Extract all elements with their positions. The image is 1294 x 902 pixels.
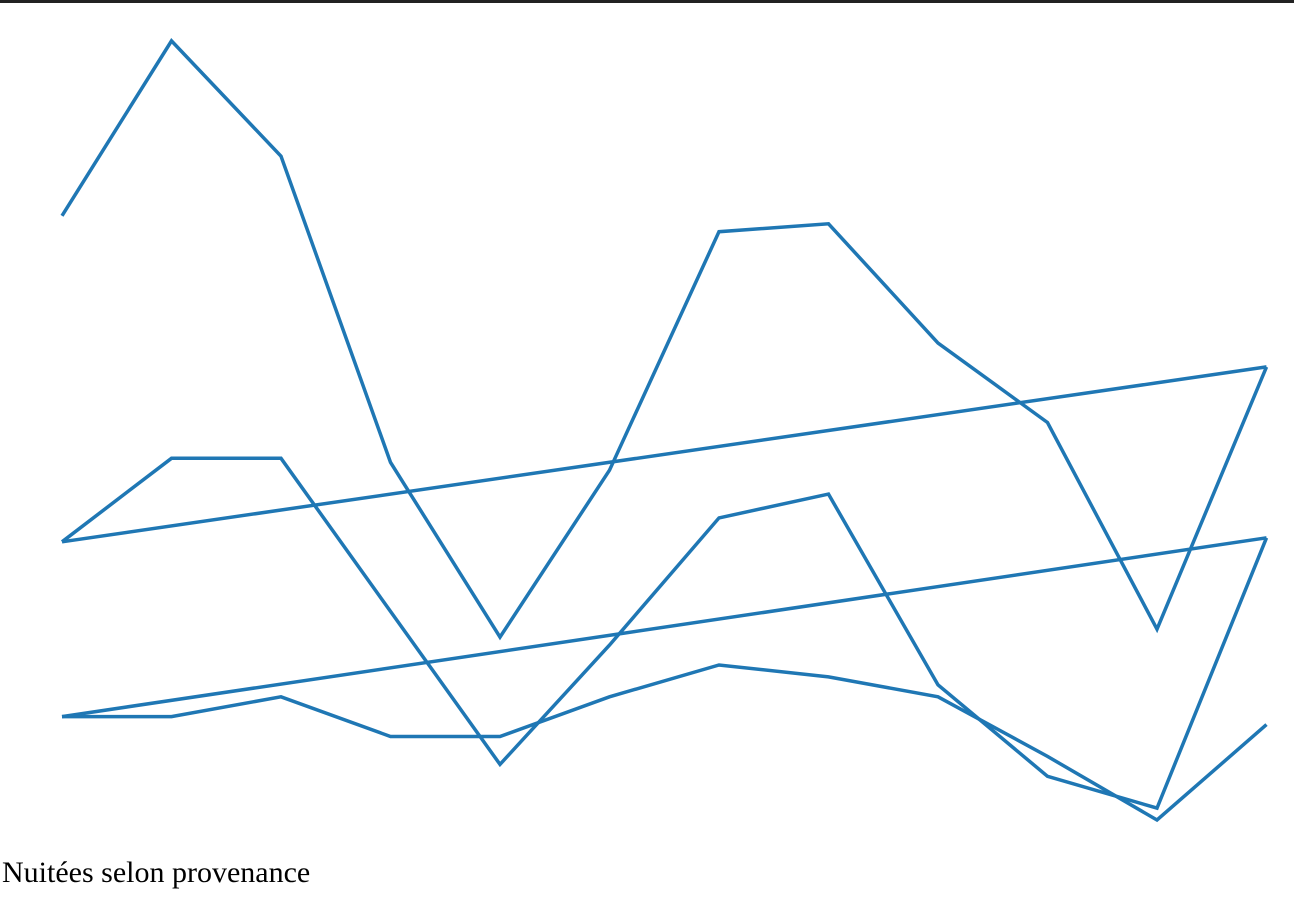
series-line-segment-5 [62,663,1268,823]
line-chart [60,38,1269,823]
series-line-segment-4 [61,536,1267,719]
series-line-segment-3 [60,456,1269,811]
top-rule [0,0,1294,3]
plot-area [60,38,1269,823]
series-line-segment-1 [60,38,1269,641]
chart-caption: Nuitées selon provenance [2,856,311,889]
series-line-segment-2 [61,365,1267,544]
